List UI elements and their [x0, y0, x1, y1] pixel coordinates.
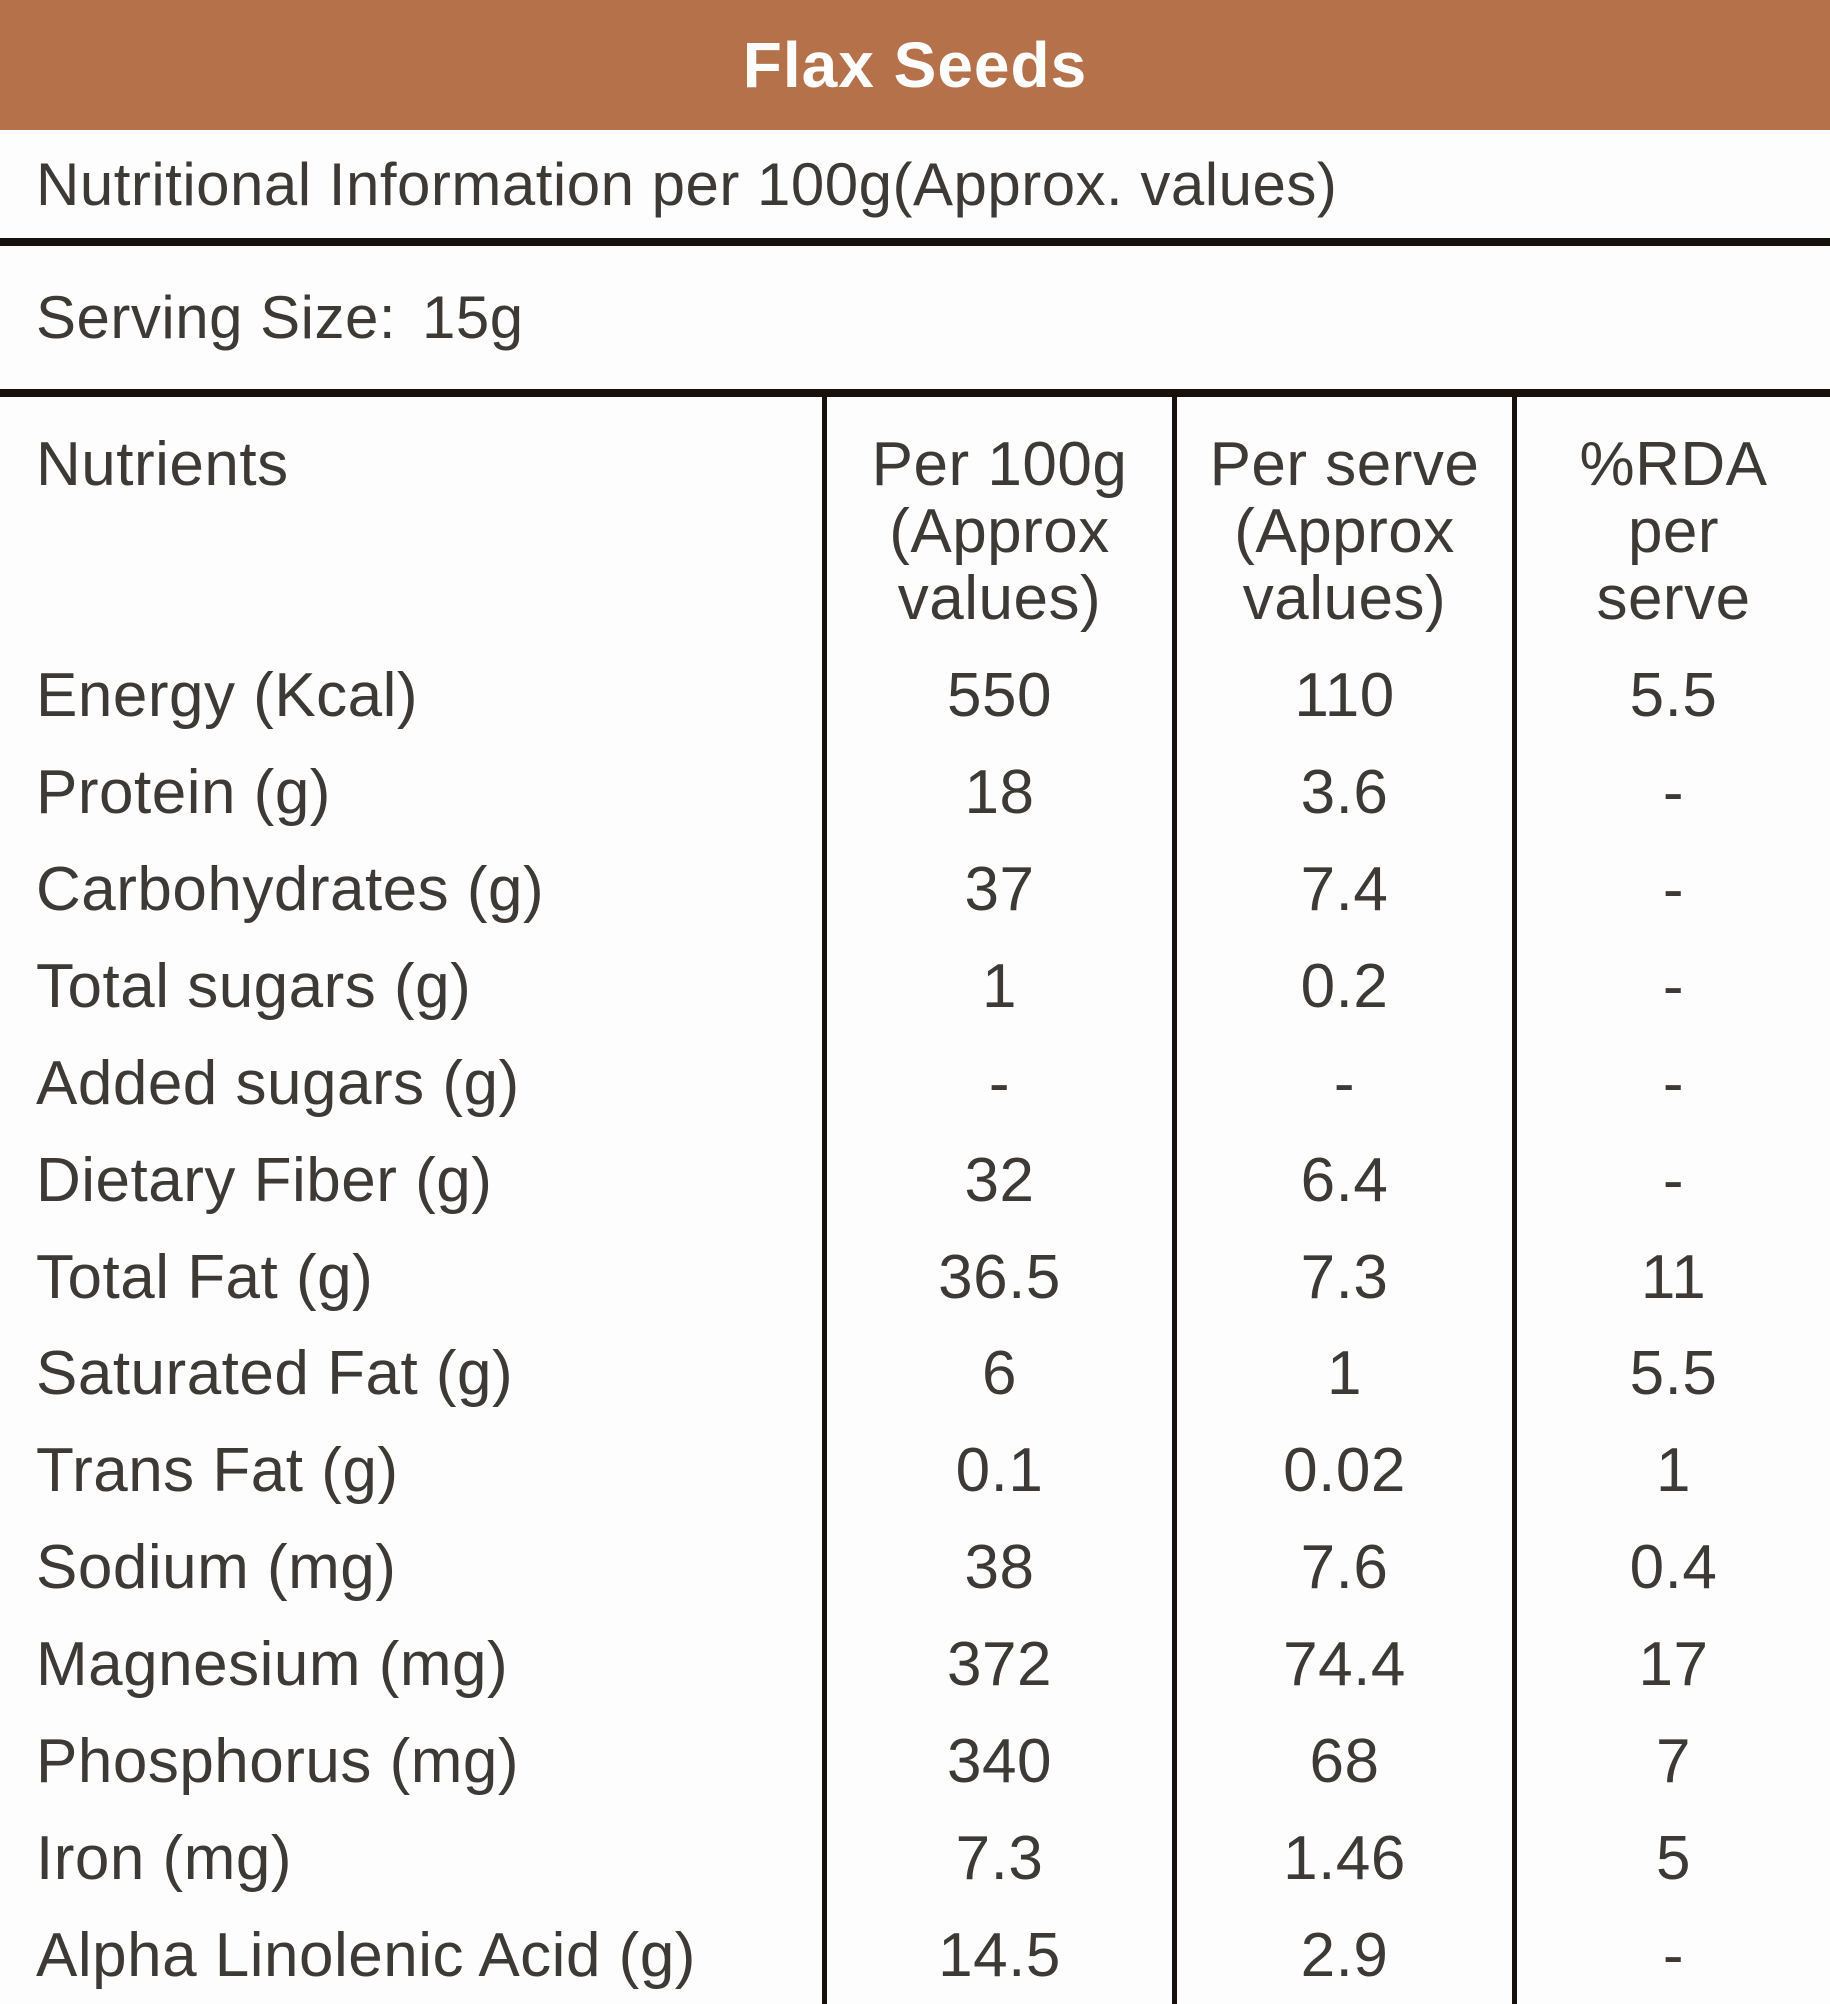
- per-100g-value: 1: [822, 937, 1172, 1035]
- nutrient-name: Saturated Fat (g): [36, 1339, 514, 1409]
- nutrition-heading: Nutritional Information per 100g(Approx.…: [36, 150, 1338, 218]
- per-100g-value: 372: [822, 1616, 1172, 1714]
- per-100g-value: 32: [822, 1131, 1172, 1229]
- divider-table-top: [0, 389, 1830, 397]
- per-serve-value: 7.3: [1172, 1228, 1512, 1326]
- nutrient-name: Energy (Kcal): [36, 660, 419, 730]
- nutrient-name: Phosphorus (mg): [36, 1727, 520, 1797]
- nutrient-name: Alpha Linolenic Acid (g): [36, 1921, 696, 1991]
- nutrient-name: Dietary Fiber (g): [36, 1145, 493, 1215]
- per-100g-value: 0.1: [822, 1422, 1172, 1520]
- column-header-per-serve: Per serve (Approx values): [1172, 397, 1512, 647]
- nutrient-name: Trans Fat (g): [36, 1436, 399, 1506]
- column-header-nutrients: Nutrients: [36, 430, 289, 499]
- per-serve-value: 3.6: [1172, 743, 1512, 841]
- per-serve-value: 68: [1172, 1713, 1512, 1811]
- per-100g-value: 340: [822, 1713, 1172, 1811]
- per-100g-value: 38: [822, 1519, 1172, 1617]
- serving-size-row: Serving Size: 15g: [0, 246, 1830, 389]
- rda-per-serve-value: 5: [1512, 1810, 1830, 1908]
- per-serve-value: 1.46: [1172, 1810, 1512, 1908]
- rda-per-serve-value: -: [1512, 743, 1830, 841]
- rda-per-serve-value: 5.5: [1512, 647, 1830, 744]
- per-100g-value: 7.3: [822, 1810, 1172, 1908]
- per-100g-value: 6: [822, 1325, 1172, 1423]
- serving-size-value: 15g: [422, 284, 524, 351]
- rda-per-serve-value: 7: [1512, 1713, 1830, 1811]
- per-serve-value: 7.4: [1172, 840, 1512, 938]
- nutrition-table: Nutrients Per 100g (Approx values) Per s…: [0, 397, 1830, 2004]
- nutrient-name: Sodium (mg): [36, 1533, 397, 1603]
- column-header-per-100g: Per 100g (Approx values): [822, 397, 1172, 647]
- rda-per-serve-value: 5.5: [1512, 1325, 1830, 1423]
- nutrient-name: Iron (mg): [36, 1824, 292, 1894]
- per-serve-value: 74.4: [1172, 1616, 1512, 1714]
- rda-per-serve-value: 17: [1512, 1616, 1830, 1714]
- column-header-rda-per-serve: %RDA per serve: [1512, 397, 1830, 647]
- divider-top: [0, 238, 1830, 246]
- brand-bar: Flax Seeds: [0, 0, 1830, 130]
- per-serve-value: 0.02: [1172, 1422, 1512, 1520]
- per-100g-value: 18: [822, 743, 1172, 841]
- rda-per-serve-value: -: [1512, 1907, 1830, 2004]
- nutrient-name: Total Fat (g): [36, 1242, 374, 1312]
- rda-per-serve-value: -: [1512, 937, 1830, 1035]
- serving-size-label: Serving Size:: [36, 284, 396, 351]
- nutrient-name: Added sugars (g): [36, 1048, 520, 1118]
- rda-per-serve-value: -: [1512, 1034, 1830, 1132]
- product-title: Flax Seeds: [742, 29, 1088, 101]
- per-serve-value: 6.4: [1172, 1131, 1512, 1229]
- per-serve-value: 2.9: [1172, 1907, 1512, 2004]
- nutrient-name: Carbohydrates (g): [36, 854, 545, 924]
- per-serve-value: 1: [1172, 1325, 1512, 1423]
- per-serve-value: 0.2: [1172, 937, 1512, 1035]
- rda-per-serve-value: 0.4: [1512, 1519, 1830, 1617]
- per-100g-value: 14.5: [822, 1907, 1172, 2004]
- per-serve-value: -: [1172, 1034, 1512, 1132]
- nutrient-name: Total sugars (g): [36, 951, 472, 1021]
- per-100g-value: 37: [822, 840, 1172, 938]
- per-100g-value: -: [822, 1034, 1172, 1132]
- rda-per-serve-value: -: [1512, 1131, 1830, 1229]
- nutrient-name: Magnesium (mg): [36, 1630, 509, 1700]
- rda-per-serve-value: 11: [1512, 1228, 1830, 1326]
- rda-per-serve-value: -: [1512, 840, 1830, 938]
- per-serve-value: 110: [1172, 647, 1512, 744]
- nutrient-name: Protein (g): [36, 757, 331, 827]
- per-100g-value: 36.5: [822, 1228, 1172, 1326]
- per-serve-value: 7.6: [1172, 1519, 1512, 1617]
- rda-per-serve-value: 1: [1512, 1422, 1830, 1520]
- per-100g-value: 550: [822, 647, 1172, 744]
